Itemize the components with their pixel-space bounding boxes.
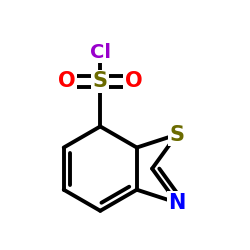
Text: Cl: Cl [90,43,111,62]
Text: O: O [58,71,76,91]
Text: S: S [93,71,108,91]
Text: S: S [170,124,184,144]
Text: N: N [168,193,186,213]
Text: O: O [125,71,142,91]
